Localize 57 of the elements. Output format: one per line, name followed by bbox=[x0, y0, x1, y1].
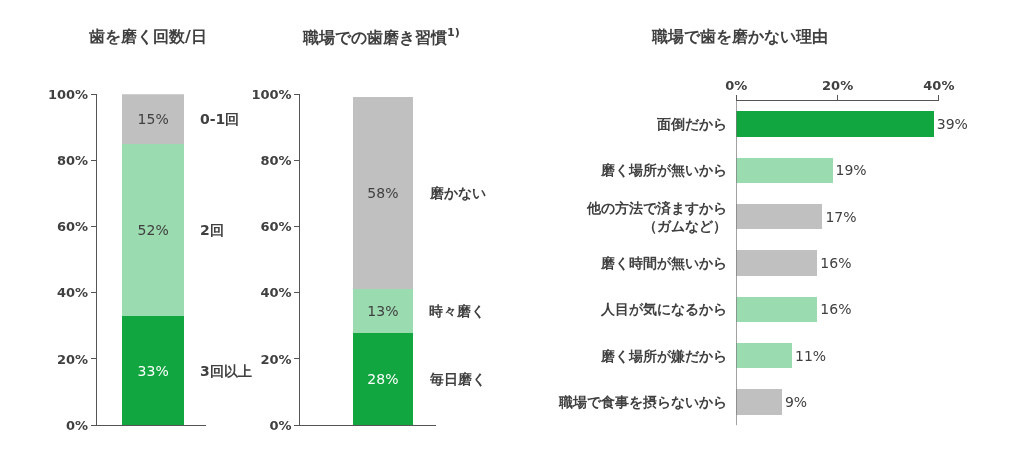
y-tick-label: 100% bbox=[251, 86, 292, 102]
data-label: 11% bbox=[795, 347, 827, 364]
bar bbox=[736, 250, 818, 276]
bar bbox=[736, 389, 782, 415]
bar bbox=[353, 289, 413, 333]
y-tick-label: 他の方法で済ますから（ガムなど） bbox=[586, 199, 728, 234]
y-tick-label: 80% bbox=[260, 152, 292, 168]
chart-title: 職場で歯を磨かない理由 bbox=[651, 27, 828, 46]
data-label: 19% bbox=[835, 162, 867, 179]
series-label: 毎日磨く bbox=[429, 371, 486, 387]
bar bbox=[736, 342, 793, 369]
y-tick-label: 40% bbox=[56, 285, 89, 301]
bar bbox=[353, 97, 413, 290]
bar bbox=[736, 111, 934, 137]
bar bbox=[122, 143, 184, 316]
y-tick-label: 磨く時間が無いから bbox=[600, 254, 728, 271]
y-tick-label: 0% bbox=[269, 417, 292, 433]
y-tick-label: 面倒だから bbox=[656, 115, 728, 132]
data-label: 58% bbox=[367, 185, 399, 202]
y-tick-label: 60% bbox=[260, 219, 292, 235]
y-tick-label: 40% bbox=[260, 285, 292, 301]
bar bbox=[353, 332, 413, 426]
data-label: 28% bbox=[367, 370, 399, 387]
data-label: 33% bbox=[137, 362, 169, 379]
y-tick-label: 80% bbox=[56, 152, 89, 168]
bar bbox=[736, 157, 833, 184]
data-label: 15% bbox=[137, 110, 169, 127]
y-tick-label: 人目が気になるから bbox=[600, 301, 728, 318]
y-tick-label: 20% bbox=[56, 351, 89, 367]
data-label: 16% bbox=[820, 301, 852, 318]
y-tick-label: 60% bbox=[56, 219, 89, 235]
y-tick-label: 職場で食事を摂らないから bbox=[558, 393, 728, 410]
series-label: 2回 bbox=[200, 222, 224, 238]
series-label: 3回以上 bbox=[200, 363, 252, 379]
chart-title: 歯を磨く回数/日 bbox=[88, 27, 207, 46]
y-tick-label: 100% bbox=[47, 86, 89, 102]
bar bbox=[122, 315, 184, 426]
x-tick-label: 40% bbox=[923, 77, 955, 93]
series-label: 時々磨く bbox=[429, 303, 485, 319]
x-tick-label: 0% bbox=[725, 77, 748, 93]
data-label: 16% bbox=[820, 255, 852, 272]
bar bbox=[122, 94, 184, 144]
y-tick-label: 20% bbox=[260, 351, 292, 367]
chart-title: 職場での歯磨き習慣$^{1)}$ bbox=[302, 26, 460, 47]
series-label: 磨かない bbox=[429, 185, 486, 201]
bar bbox=[736, 296, 818, 323]
data-label: 9% bbox=[784, 394, 808, 411]
series-label: 0-1回 bbox=[200, 111, 240, 127]
data-label: 52% bbox=[137, 221, 169, 238]
data-label: 13% bbox=[367, 302, 399, 319]
data-label: 17% bbox=[825, 208, 857, 225]
x-tick-label: 20% bbox=[822, 77, 854, 93]
bar bbox=[736, 203, 823, 230]
data-label: 39% bbox=[936, 116, 968, 133]
y-tick-label: 磨く場所が無いから bbox=[600, 162, 728, 179]
y-tick-label: 磨く場所が嫌だから bbox=[600, 347, 728, 364]
y-tick-label: 0% bbox=[66, 417, 89, 433]
